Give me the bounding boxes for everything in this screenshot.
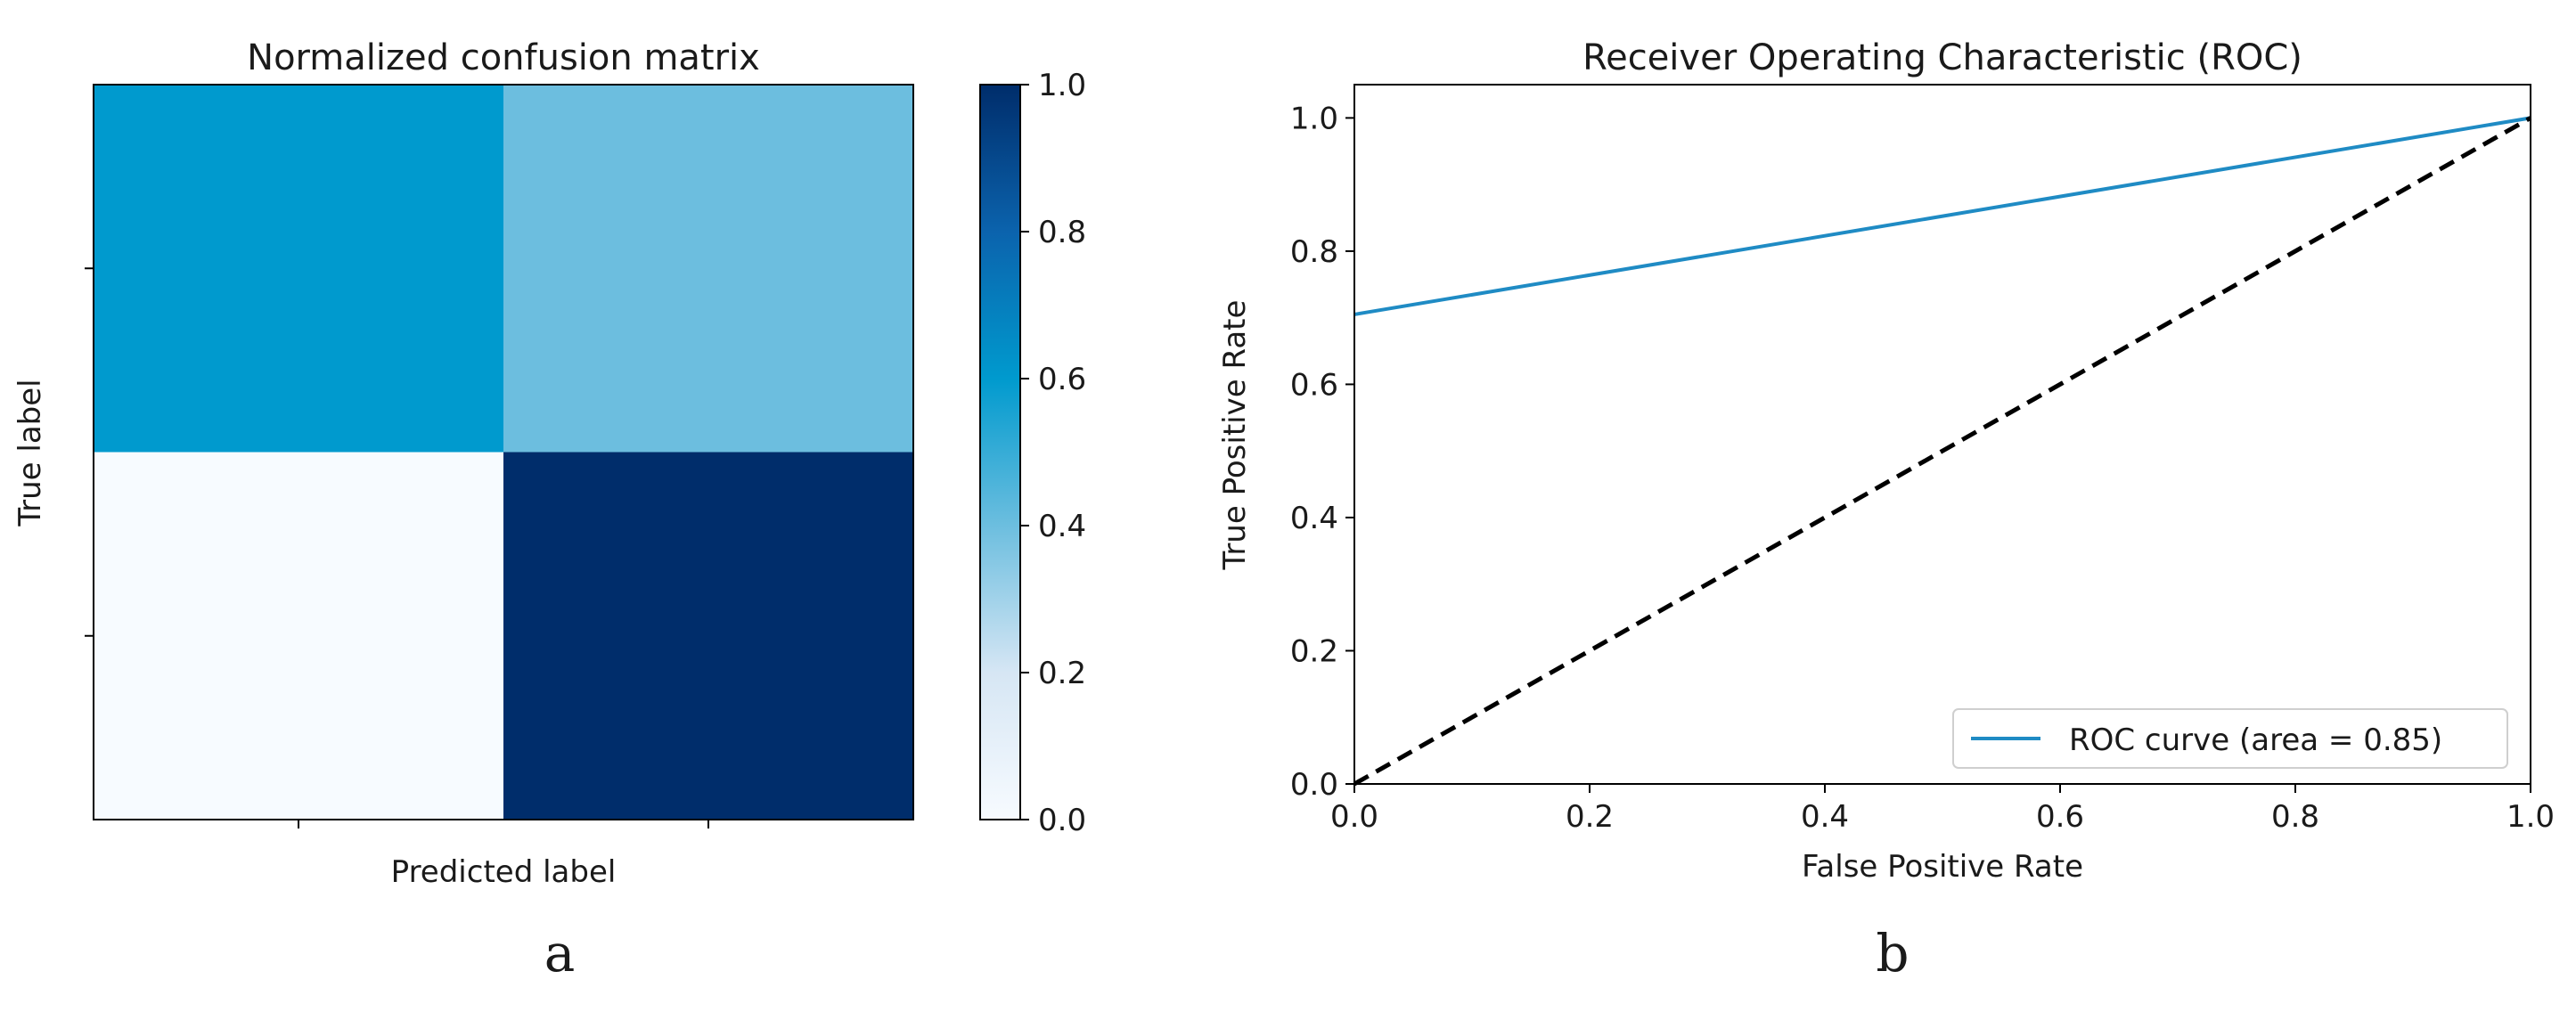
roc-series bbox=[1353, 116, 2532, 787]
roc-xtick-label-2: 0.4 bbox=[1801, 799, 1849, 835]
roc-ytick-label-4: 0.8 bbox=[1290, 234, 1338, 270]
legend-entry-label: ROC curve (area = 0.85) bbox=[2069, 722, 2442, 758]
roc-ticks: 0.0 0.2 0.4 0.6 0.8 1.0 0.0 0.2 0.4 0.6 0.8 1.0 bbox=[1290, 101, 2555, 835]
cm-ylabel: True label bbox=[12, 379, 48, 526]
roc-panel: Receiver Operating Characteristic (ROC) … bbox=[1217, 37, 2555, 885]
roc-xtick-label-3: 0.6 bbox=[2036, 799, 2084, 835]
roc-curve-line bbox=[1353, 116, 2531, 316]
colorbar-tick-label-4: 0.8 bbox=[1038, 215, 1086, 250]
roc-ytick-label-2: 0.4 bbox=[1290, 501, 1338, 536]
colorbar-tick-label-1: 0.2 bbox=[1038, 656, 1086, 691]
panel-label-b: b bbox=[1876, 923, 1909, 983]
roc-xtick-label-0: 0.0 bbox=[1330, 799, 1378, 835]
roc-xtick-label-4: 0.8 bbox=[2271, 799, 2319, 835]
chance-diagonal-line bbox=[1353, 116, 2532, 787]
cm-xlabel: Predicted label bbox=[391, 854, 617, 890]
roc-frame bbox=[1353, 84, 2531, 785]
colorbar-tick-label-2: 0.4 bbox=[1038, 509, 1086, 544]
colorbar-ticks: 0.0 0.2 0.4 0.6 0.8 1.0 bbox=[1020, 68, 1086, 838]
colorbar-tick-label-5: 1.0 bbox=[1038, 68, 1086, 103]
colorbar-tick-label-0: 0.0 bbox=[1038, 803, 1086, 838]
confusion-matrix-panel: Normalized confusion matrix Predicted la… bbox=[12, 37, 1086, 890]
roc-xlabel: False Positive Rate bbox=[1802, 849, 2083, 885]
colorbar-tick-label-3: 0.6 bbox=[1038, 362, 1086, 397]
roc-xtick-label-1: 0.2 bbox=[1566, 799, 1614, 835]
roc-ytick-label-1: 0.2 bbox=[1290, 633, 1338, 669]
cm-ticks bbox=[85, 267, 709, 828]
cm-cells bbox=[94, 85, 914, 820]
roc-ylabel: True Positive Rate bbox=[1217, 300, 1253, 571]
cm-frame bbox=[93, 84, 914, 820]
roc-ytick-label-5: 1.0 bbox=[1290, 101, 1338, 136]
colorbar bbox=[979, 84, 1021, 820]
panel-label-a: a bbox=[544, 923, 576, 983]
roc-ytick-label-3: 0.6 bbox=[1290, 367, 1338, 403]
legend-box bbox=[1952, 708, 2508, 769]
cm-cell-r1-c0 bbox=[94, 452, 504, 820]
roc-xtick-label-5: 1.0 bbox=[2506, 799, 2555, 835]
cm-cell-r0-c1 bbox=[503, 85, 914, 453]
cm-cell-r0-c0 bbox=[94, 85, 504, 453]
roc-plot-area bbox=[1354, 85, 2531, 784]
cm-cell-r1-c1 bbox=[503, 452, 914, 820]
roc-title: Receiver Operating Characteristic (ROC) bbox=[1582, 37, 2302, 78]
roc-legend: ROC curve (area = 0.85) bbox=[1952, 708, 2508, 769]
cm-title: Normalized confusion matrix bbox=[247, 37, 760, 78]
roc-ytick-label-0: 0.0 bbox=[1290, 767, 1338, 803]
